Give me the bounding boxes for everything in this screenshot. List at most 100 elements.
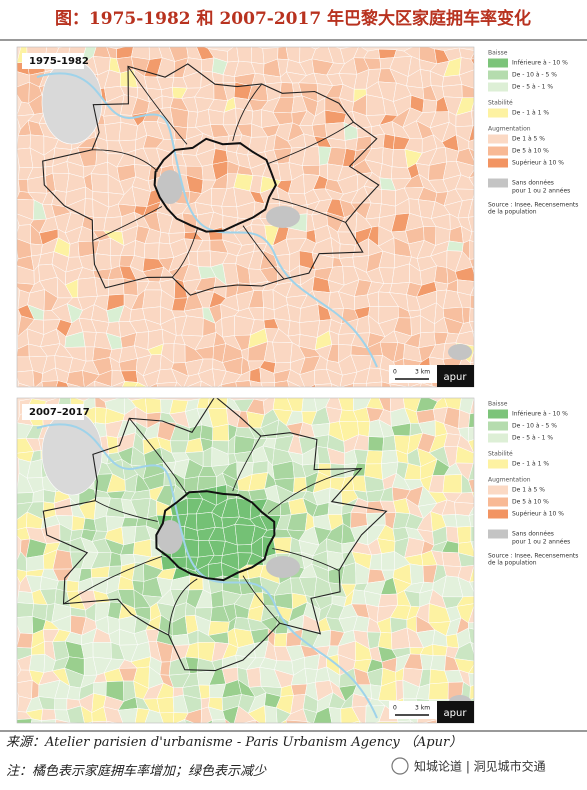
commune — [272, 537, 292, 554]
commune — [481, 345, 500, 363]
legend-swatch — [488, 459, 508, 469]
commune — [459, 69, 474, 89]
commune — [196, 250, 212, 268]
commune — [481, 681, 495, 698]
commune — [286, 380, 302, 387]
commune — [66, 370, 85, 387]
legend-heading: Stabilité — [488, 451, 513, 458]
legend-swatch — [488, 409, 508, 419]
commune — [94, 398, 107, 409]
commune — [103, 216, 123, 233]
commune — [467, 199, 474, 218]
watermark-icon — [391, 757, 409, 775]
commune — [378, 48, 397, 59]
commune — [422, 99, 438, 113]
commune — [355, 135, 373, 151]
note-line: 注：橘色表示家庭拥车率增加；绿色表示减少 — [6, 763, 267, 779]
commune — [485, 253, 501, 268]
commune — [382, 133, 395, 150]
river — [36, 72, 378, 368]
commune — [290, 683, 308, 696]
commune — [457, 552, 474, 567]
commune — [309, 384, 317, 387]
commune — [454, 641, 474, 662]
commune — [331, 383, 341, 387]
commune — [326, 368, 343, 387]
commune — [482, 304, 502, 319]
commune — [471, 110, 474, 127]
legend-source: de la population — [488, 209, 537, 216]
legend-item: Inférieure à - 10 % — [512, 411, 568, 418]
commune — [483, 593, 501, 605]
commune — [17, 370, 35, 387]
legend-swatch — [488, 146, 508, 156]
legend-source: Source : Insee, Recensements — [488, 553, 578, 560]
district-line — [128, 417, 188, 495]
legend-item: pour 1 ou 2 années — [512, 539, 570, 546]
legend-item: De - 1 à 1 % — [512, 461, 549, 468]
legend-item: pour 1 ou 2 années — [512, 188, 570, 195]
commune — [359, 720, 363, 723]
commune — [18, 179, 29, 193]
legend-item: De - 1 à 1 % — [512, 110, 549, 117]
commune — [134, 240, 146, 259]
no-data-area — [157, 520, 183, 554]
commune — [104, 122, 122, 142]
legend-swatch — [488, 529, 508, 539]
commune — [29, 654, 46, 673]
commune — [302, 146, 321, 166]
legend-item: De - 5 à - 1 % — [512, 84, 553, 91]
logo-box — [437, 701, 474, 723]
commune — [85, 380, 96, 387]
map-label-box — [22, 404, 84, 420]
commune — [280, 719, 287, 723]
commune — [470, 58, 474, 66]
legend-item: De 1 à 5 % — [512, 136, 545, 143]
map-label: 2007–2017 — [29, 407, 90, 418]
commune — [419, 382, 433, 387]
commune — [34, 381, 43, 387]
commune — [17, 590, 35, 605]
commune — [467, 605, 474, 624]
commune — [121, 526, 137, 546]
commune — [472, 194, 474, 200]
source-line: 来源：Atelier parisien d'urbanisme - Paris … — [6, 734, 462, 750]
commune — [17, 679, 33, 700]
commune — [313, 706, 333, 723]
commune — [357, 420, 371, 437]
commune — [422, 719, 438, 723]
legend-item: Supérieur à 10 % — [512, 160, 564, 167]
legend-item: Supérieur à 10 % — [512, 511, 564, 518]
commune — [455, 174, 474, 190]
commune — [111, 380, 126, 387]
commune — [468, 513, 474, 528]
commune — [175, 719, 186, 723]
scale-start: 0 — [393, 705, 397, 712]
no-data-area — [266, 206, 300, 228]
paris-boundary — [153, 137, 277, 233]
commune — [351, 589, 367, 605]
commune — [17, 134, 32, 150]
legend-swatch — [488, 497, 508, 507]
commune — [455, 330, 474, 347]
commune — [103, 706, 124, 723]
legend-swatch — [488, 108, 508, 118]
commune — [134, 382, 148, 387]
commune — [434, 265, 449, 285]
commune — [311, 123, 327, 139]
map-frame — [16, 46, 475, 388]
commune — [17, 382, 33, 387]
commune — [198, 368, 216, 387]
commune — [470, 641, 474, 655]
district-line — [95, 500, 158, 522]
commune — [397, 720, 412, 723]
commune — [468, 413, 474, 428]
commune — [156, 696, 175, 714]
commune — [351, 475, 367, 493]
legend-swatch — [488, 485, 508, 495]
commune — [210, 590, 224, 608]
commune — [171, 368, 189, 387]
river — [36, 423, 378, 719]
legend-swatch — [488, 509, 508, 519]
commune — [468, 479, 474, 493]
